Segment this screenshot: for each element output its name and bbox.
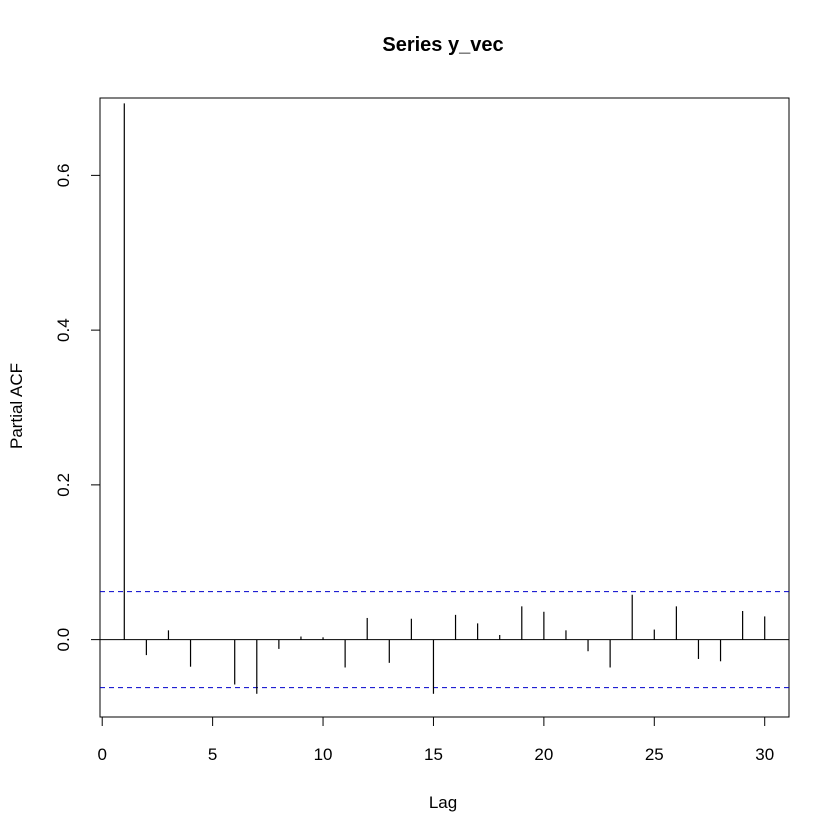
- x-axis: 0 5 10 15 20 25 30: [97, 716, 774, 764]
- plot-frame: [99, 97, 790, 718]
- y-tick-label: 0.4: [54, 318, 73, 342]
- x-tick-label: 25: [645, 745, 664, 764]
- x-tick-label: 10: [314, 745, 333, 764]
- x-axis-label: Lag: [429, 793, 457, 812]
- y-axis: 0.0 0.2 0.4 0.6: [54, 164, 101, 652]
- y-tick-label: 0.2: [54, 473, 73, 497]
- x-tick-label: 20: [534, 745, 553, 764]
- x-tick-label: 5: [208, 745, 217, 764]
- y-axis-label: Partial ACF: [7, 363, 26, 449]
- x-tick-label: 30: [755, 745, 774, 764]
- y-tick-label: 0.0: [54, 628, 73, 652]
- confidence-bounds: [100, 591, 789, 689]
- pacf-bars: [123, 103, 766, 694]
- x-tick-label: 15: [424, 745, 443, 764]
- chart-title: Series y_vec: [382, 34, 503, 56]
- x-tick-label: 0: [97, 745, 106, 764]
- y-tick-label: 0.6: [54, 164, 73, 188]
